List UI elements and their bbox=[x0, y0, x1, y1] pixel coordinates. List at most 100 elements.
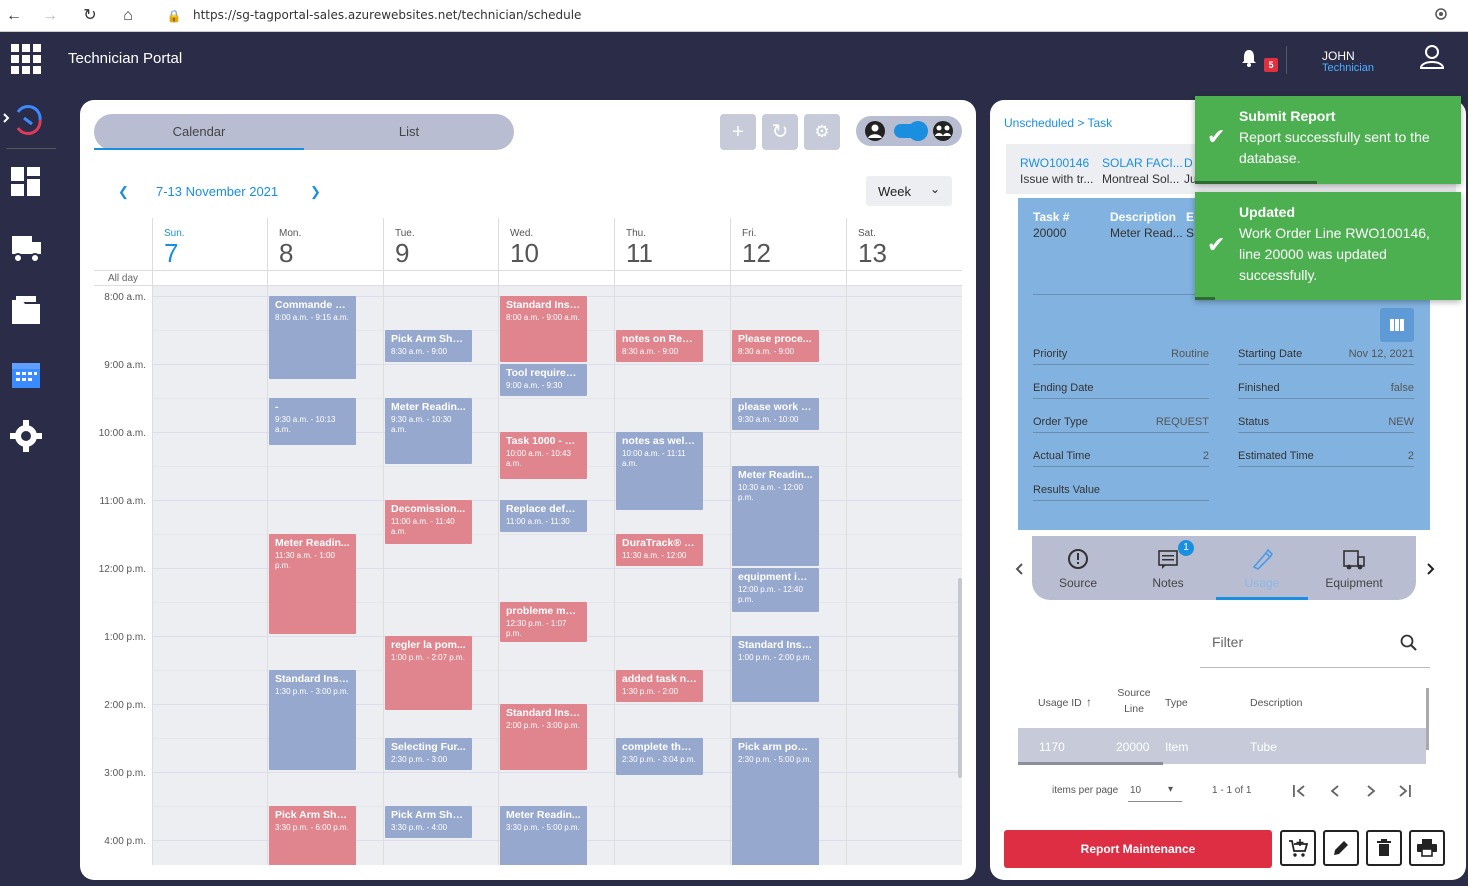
calendar-event[interactable]: regler la pom... 1:00 p.m. - 2:07 p.m. bbox=[385, 636, 472, 711]
report-maintenance-button[interactable]: Report Maintenance bbox=[1004, 830, 1272, 868]
next-week-chevron-icon[interactable]: ❯ bbox=[310, 184, 321, 199]
toast-submit-report[interactable]: ✔ Submit Report Report successfully sent… bbox=[1195, 96, 1461, 184]
first-page-icon[interactable] bbox=[1292, 784, 1306, 798]
columns-button[interactable] bbox=[1380, 308, 1414, 342]
calendar-event[interactable]: Standard Insp... 2:00 p.m. - 3:00 p.m. bbox=[500, 704, 587, 770]
calendar-event[interactable]: Meter Readin... 9:30 a.m. - 10:30 a.m. bbox=[385, 398, 472, 464]
calendar-event[interactable]: complete the ... 2:30 p.m. - 3:04 p.m. bbox=[616, 738, 703, 775]
location-icon[interactable] bbox=[1434, 8, 1448, 24]
next-page-icon[interactable] bbox=[1364, 784, 1378, 798]
url-text[interactable]: https://sg-tagportal-sales.azurewebsites… bbox=[193, 8, 582, 22]
gear-icon[interactable] bbox=[10, 420, 50, 460]
day-header[interactable]: Wed. 10 bbox=[498, 218, 613, 268]
calendar-event[interactable]: notes on Req... 8:30 a.m. - 9:00 bbox=[616, 330, 703, 362]
day-column[interactable] bbox=[152, 218, 153, 865]
calendar-event[interactable]: Please proce... 8:30 a.m. - 9:00 bbox=[732, 330, 819, 362]
day-header[interactable]: Tue. 9 bbox=[383, 218, 498, 268]
tab-notes[interactable]: Notes bbox=[1152, 576, 1184, 590]
lock-icon[interactable]: 🔒 bbox=[166, 9, 182, 23]
scrollbar[interactable] bbox=[958, 578, 962, 778]
search-icon[interactable] bbox=[1400, 634, 1418, 652]
calendar-event[interactable]: Standard Insp... 8:00 a.m. - 9:00 a.m. bbox=[500, 296, 587, 362]
forward-icon[interactable]: → bbox=[42, 7, 58, 24]
calendar-event[interactable]: - 9:30 a.m. - 10:13 a.m. bbox=[269, 398, 356, 445]
toast-updated[interactable]: ✔ Updated Work Order Line RWO100146, lin… bbox=[1195, 192, 1461, 300]
add-button[interactable]: + bbox=[720, 114, 756, 150]
col-usage-id[interactable]: Usage ID bbox=[1038, 697, 1082, 709]
day-column[interactable] bbox=[846, 218, 847, 865]
calendar-event[interactable]: Meter Readin... 3:30 p.m. - 5:00 p.m. bbox=[500, 806, 587, 865]
day-column[interactable] bbox=[614, 218, 615, 865]
calendar-event[interactable]: Pick Arm Shut... 8:30 a.m. - 9:00 bbox=[385, 330, 472, 362]
col-type[interactable]: Type bbox=[1165, 697, 1188, 709]
calendar-event[interactable]: Commande pr... 8:00 a.m. - 9:15 a.m. bbox=[269, 296, 356, 379]
prev-week-chevron-icon[interactable]: ❮ bbox=[118, 184, 129, 199]
refresh-button[interactable]: ↻ bbox=[762, 114, 798, 150]
day-column[interactable] bbox=[498, 218, 499, 865]
day-header[interactable]: Sat. 13 bbox=[846, 218, 961, 268]
day-number: 9 bbox=[395, 238, 410, 268]
view-toggle[interactable] bbox=[856, 116, 962, 146]
calendar-event[interactable]: Meter Readin... 11:30 a.m. - 1:00 p.m. bbox=[269, 534, 356, 634]
calendar-event[interactable]: Pick Arm Shut... 3:30 p.m. - 6:00 p.m. bbox=[269, 806, 356, 865]
calendar-event[interactable]: Meter Readin... 10:30 a.m. - 12:00 p.m. bbox=[732, 466, 819, 566]
col-description[interactable]: Description bbox=[1250, 697, 1303, 709]
breadcrumb[interactable]: Unscheduled > Task bbox=[1004, 116, 1113, 130]
delete-button[interactable] bbox=[1366, 830, 1402, 866]
tab-list[interactable]: List bbox=[398, 124, 420, 139]
apps-grid-icon[interactable] bbox=[11, 44, 41, 74]
calendar-event[interactable]: Pick arm posi... 2:30 p.m. - 5:00 p.m. bbox=[732, 738, 819, 865]
calendar-event[interactable]: Standard Insp... 1:30 p.m. - 3:00 p.m. bbox=[269, 670, 356, 770]
user-icon[interactable] bbox=[1420, 44, 1444, 70]
dashboard-icon[interactable] bbox=[10, 166, 50, 206]
calendar-event[interactable]: Tool required ... 9:00 a.m. - 9:30 bbox=[500, 364, 587, 396]
folder-icon[interactable] bbox=[10, 294, 50, 334]
col-source-line[interactable]: Source Line bbox=[1117, 687, 1151, 715]
user-name[interactable]: JOHN bbox=[1322, 49, 1355, 63]
sort-arrow-up-icon[interactable]: ↑ bbox=[1086, 695, 1092, 709]
calendar-event[interactable]: DuraTrack® H... 11:30 a.m. - 12:00 bbox=[616, 534, 703, 566]
filter-input[interactable]: Filter bbox=[1200, 634, 1430, 668]
calendar-event[interactable]: equipment ins... 12:00 p.m. - 12:40 p.m. bbox=[732, 568, 819, 612]
calendar-event[interactable]: Standard Insp... 1:00 p.m. - 2:00 p.m. bbox=[732, 636, 819, 702]
calendar-event[interactable]: added task no... 1:30 p.m. - 2:00 bbox=[616, 670, 703, 702]
calendar-event[interactable]: Pick Arm Shut... 3:30 p.m. - 4:00 bbox=[385, 806, 472, 838]
tab-usage[interactable]: Usage bbox=[1244, 576, 1280, 590]
chevron-left-icon[interactable] bbox=[1014, 562, 1024, 576]
truck-icon[interactable] bbox=[10, 232, 50, 272]
day-column[interactable] bbox=[730, 218, 731, 865]
calendar-event[interactable]: probleme mot... 12:30 p.m. - 1:07 p.m. bbox=[500, 602, 587, 643]
calendar-event[interactable]: Decomission... 11:00 a.m. - 11:40 a.m. bbox=[385, 500, 472, 544]
calendar-event[interactable]: Task 1000 - D... 10:00 a.m. - 10:43 a.m. bbox=[500, 432, 587, 479]
settings-button[interactable]: ⚙ bbox=[804, 114, 840, 150]
bell-icon[interactable] bbox=[1240, 48, 1258, 68]
table-row[interactable]: 1170 20000 Item Tube bbox=[1018, 728, 1426, 765]
calendar-event[interactable]: Selecting Fur... 2:30 p.m. - 3:00 bbox=[385, 738, 472, 770]
print-button[interactable] bbox=[1409, 830, 1445, 866]
home-icon[interactable]: ⌂ bbox=[123, 7, 133, 24]
edit-button[interactable] bbox=[1323, 830, 1359, 866]
calendar-event[interactable]: Replace defec... 11:00 a.m. - 11:30 bbox=[500, 500, 587, 532]
day-header[interactable]: Mon. 8 bbox=[267, 218, 382, 268]
prev-page-icon[interactable] bbox=[1328, 784, 1342, 798]
page-size-select[interactable]: 10 ▾ bbox=[1128, 780, 1182, 802]
back-icon[interactable]: ← bbox=[6, 7, 22, 24]
last-page-icon[interactable] bbox=[1398, 784, 1412, 798]
tab-equipment[interactable]: Equipment bbox=[1325, 576, 1383, 590]
calendar-event[interactable]: notes as well ... 10:00 a.m. - 11:11 a.m. bbox=[616, 432, 703, 511]
calendar-event[interactable]: please work o... 9:30 a.m. - 10:00 bbox=[732, 398, 819, 430]
add-to-cart-button[interactable] bbox=[1280, 830, 1316, 866]
day-header[interactable]: Fri. 12 bbox=[730, 218, 845, 268]
tab-source[interactable]: Source bbox=[1058, 576, 1098, 590]
calendar-icon[interactable] bbox=[10, 358, 50, 398]
reload-icon[interactable]: ↻ bbox=[83, 7, 97, 24]
day-column[interactable] bbox=[267, 218, 268, 865]
tab-calendar[interactable]: Calendar bbox=[172, 124, 226, 139]
view-select[interactable]: Week ⌄ bbox=[866, 176, 952, 206]
day-column[interactable] bbox=[383, 218, 384, 865]
day-header[interactable]: Thu. 11 bbox=[614, 218, 729, 268]
day-header[interactable]: Sun. 7 bbox=[152, 218, 267, 268]
chevron-right-icon[interactable] bbox=[1426, 562, 1436, 576]
table-scrollbar[interactable] bbox=[1426, 688, 1429, 750]
brand-logo-icon[interactable] bbox=[2, 104, 44, 136]
